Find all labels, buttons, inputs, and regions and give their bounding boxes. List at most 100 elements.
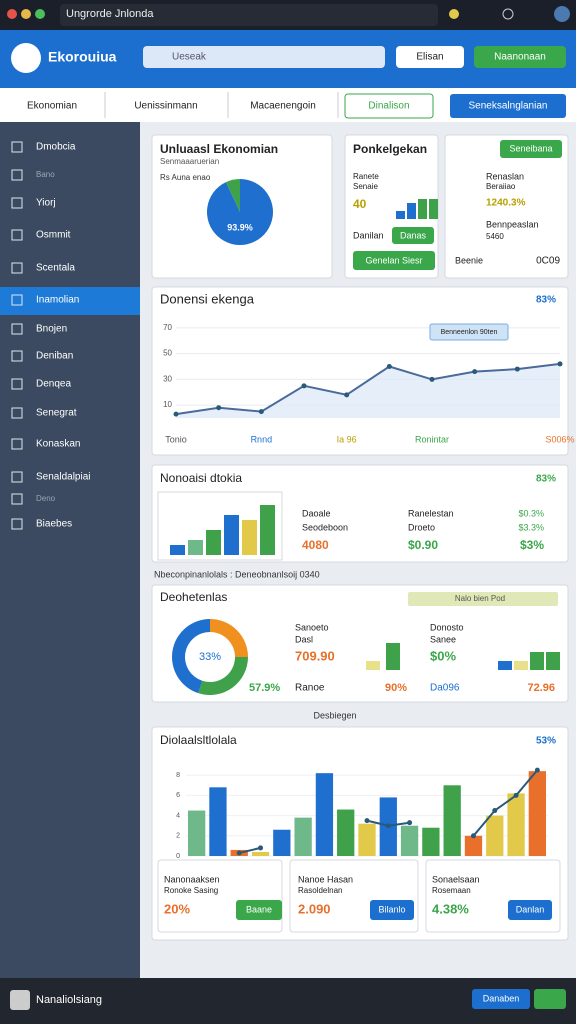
button[interactable] xyxy=(370,900,414,920)
sidebar-active[interactable] xyxy=(0,287,140,315)
subcard xyxy=(289,859,419,933)
label: Sanee xyxy=(430,634,456,644)
label: Sanoeto xyxy=(295,622,329,632)
button-label: Danas xyxy=(400,230,427,240)
sidebar-icon xyxy=(11,493,23,505)
button-label: Danlan xyxy=(516,904,545,914)
point xyxy=(557,361,563,367)
point xyxy=(386,364,392,369)
button[interactable] xyxy=(500,140,562,158)
min-dot[interactable] xyxy=(21,9,31,19)
icon[interactable] xyxy=(502,8,514,20)
button-label: Genelan Siesr xyxy=(365,255,422,265)
close-dot[interactable] xyxy=(7,9,17,19)
tab: Uenissinmann xyxy=(134,101,197,112)
point xyxy=(429,376,435,382)
sidebar-item: Osmmit xyxy=(36,230,71,241)
tab: Ekonomian xyxy=(27,101,77,112)
slice xyxy=(225,179,240,212)
label: 53% xyxy=(536,736,556,747)
card-title: Donensi ekenga xyxy=(160,291,255,306)
card-title: Diolaalsltlolala xyxy=(160,733,237,747)
sidebar-item: Denqea xyxy=(36,379,71,390)
sidebar-item: Senaldalpiai xyxy=(36,472,91,483)
sidebar-item: Deniban xyxy=(36,351,73,362)
search-box[interactable] xyxy=(143,46,385,68)
tab-button[interactable] xyxy=(450,94,566,118)
pie-label: 93.9% xyxy=(227,222,253,232)
sidebar-icon xyxy=(11,197,23,209)
point xyxy=(258,409,264,415)
slice xyxy=(210,619,248,657)
sidebar-item: Biaebes xyxy=(36,519,72,530)
label: $3.3% xyxy=(518,522,544,532)
bar xyxy=(486,815,504,856)
sidebar-item: Scentala xyxy=(36,263,75,274)
bar xyxy=(422,827,440,856)
label: Senmaaaruerian xyxy=(160,157,219,166)
label: 4080 xyxy=(302,538,329,552)
button-label: Danaben xyxy=(483,993,520,1003)
header-button[interactable] xyxy=(396,46,464,68)
label: Seodeboon xyxy=(302,522,348,532)
sidebar-icon xyxy=(11,518,23,530)
max-dot[interactable] xyxy=(35,9,45,19)
select-label: Nalo bien Pod xyxy=(455,594,505,603)
select[interactable] xyxy=(408,592,558,606)
label: $0.90 xyxy=(408,538,438,552)
subcard xyxy=(157,859,283,933)
sidebar-icon xyxy=(11,407,23,419)
caption: Desbiegen xyxy=(313,710,356,720)
area xyxy=(176,363,560,418)
label: Ranelestan xyxy=(408,508,454,518)
button-label: Seneibana xyxy=(509,143,552,153)
tab-outline[interactable] xyxy=(344,93,434,119)
label: Senaie xyxy=(353,182,378,191)
y-tick-label: 50 xyxy=(163,349,172,358)
bar xyxy=(528,771,546,856)
y-tick-label: 0 xyxy=(176,853,180,860)
button[interactable] xyxy=(508,900,552,920)
card-title: Deohetenlas xyxy=(160,590,227,604)
footer-icon xyxy=(10,990,30,1010)
logo xyxy=(11,43,41,73)
x-tick-label: Rnnd xyxy=(251,434,273,444)
card xyxy=(444,134,569,279)
sidebar-item: Konaskan xyxy=(36,439,80,450)
slice xyxy=(198,657,248,695)
bar xyxy=(206,530,221,555)
bar xyxy=(251,851,270,856)
footer-button[interactable] xyxy=(472,989,530,1009)
label: Sonaelsaan xyxy=(432,874,480,884)
point xyxy=(216,405,222,411)
sidebar-item: Bnojen xyxy=(36,324,67,335)
button[interactable] xyxy=(236,900,282,920)
label: 40 xyxy=(353,197,367,211)
bar xyxy=(315,773,334,856)
sidebar-icon xyxy=(11,294,23,306)
label: Donosto xyxy=(430,622,464,632)
sidebar-icon xyxy=(11,378,23,390)
brand: Ekorouiua xyxy=(48,49,117,65)
label: 709.90 xyxy=(295,648,335,663)
label: Dasl xyxy=(295,634,313,644)
label: Daoale xyxy=(302,508,331,518)
footer-button[interactable] xyxy=(534,989,566,1009)
avatar[interactable] xyxy=(554,6,570,22)
card-title: Unluaasl Ekonomian xyxy=(160,142,278,156)
sidebar-item: Bano xyxy=(36,170,55,179)
tooltip-text: Benneenlon 90ten xyxy=(441,329,498,336)
button[interactable] xyxy=(353,251,435,270)
icon[interactable] xyxy=(449,9,459,19)
sidebar-item: Deno xyxy=(36,494,56,503)
y-tick-label: 2 xyxy=(176,833,180,840)
point xyxy=(301,383,307,389)
bar xyxy=(273,829,291,856)
label: $0.3% xyxy=(518,508,544,518)
label: 4.38% xyxy=(432,901,469,916)
label: Rosemaan xyxy=(432,886,471,895)
header-button[interactable] xyxy=(474,46,566,68)
sidebar xyxy=(0,122,140,978)
button[interactable] xyxy=(392,227,434,244)
